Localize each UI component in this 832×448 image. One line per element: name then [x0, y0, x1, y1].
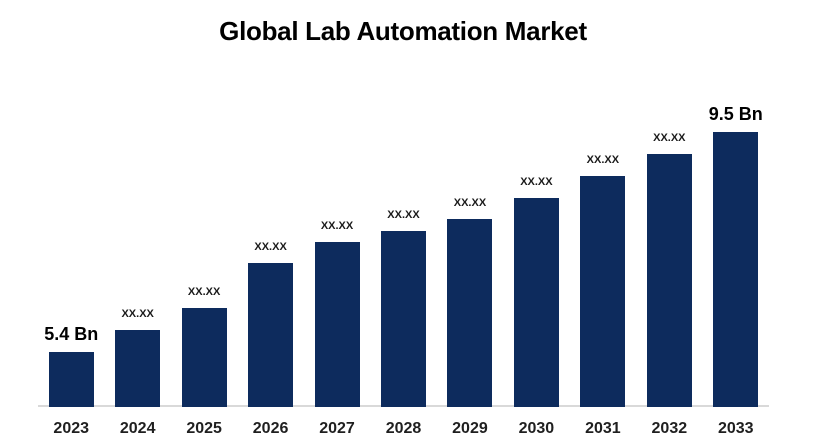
- bar-2025: [181, 308, 227, 407]
- bar-2031: [580, 176, 626, 407]
- x-tick-label-2026: 2026: [252, 420, 289, 437]
- bar-2029: [447, 219, 493, 407]
- bar-2033: [713, 132, 759, 407]
- chart-title: Global Lab Automation Market: [219, 16, 587, 46]
- x-tick-label-2024: 2024: [119, 420, 156, 437]
- bar-value-label-2023: 5.4 Bn: [44, 324, 99, 344]
- bar-value-label-2031: XX.XX: [586, 154, 620, 166]
- bar-value-label-2025: XX.XX: [187, 286, 221, 298]
- bar-2030: [513, 198, 559, 407]
- bar-2027: [314, 242, 360, 407]
- x-tick-label-2027: 2027: [319, 420, 355, 437]
- bar-2026: [248, 263, 294, 407]
- bar-value-label-2027: XX.XX: [320, 220, 354, 232]
- bar-2028: [381, 231, 426, 407]
- x-tick-label-2030: 2030: [518, 420, 555, 437]
- bar-value-label-2032: XX.XX: [653, 132, 686, 144]
- bar-value-label-2033: 9.5 Bn: [708, 104, 763, 124]
- x-tick-label-2025: 2025: [186, 420, 222, 437]
- x-tick-label-2023: 2023: [53, 420, 90, 437]
- bar-value-label-2024: XX.XX: [121, 308, 154, 320]
- bar-2023: [48, 352, 94, 407]
- x-tick-label-2028: 2028: [385, 420, 422, 437]
- x-tick-label-2032: 2032: [651, 420, 688, 437]
- bar-value-label-2028: XX.XX: [387, 209, 420, 221]
- bar-2032: [646, 154, 692, 407]
- bar-value-label-2030: XX.XX: [520, 176, 553, 188]
- bar-2024: [115, 330, 161, 407]
- bar-value-label-2029: XX.XX: [453, 197, 487, 209]
- x-tick-label-2031: 2031: [585, 420, 621, 437]
- bar-value-label-2026: XX.XX: [254, 241, 287, 253]
- x-tick-label-2033: 2033: [717, 420, 754, 437]
- x-tick-label-2029: 2029: [452, 420, 488, 437]
